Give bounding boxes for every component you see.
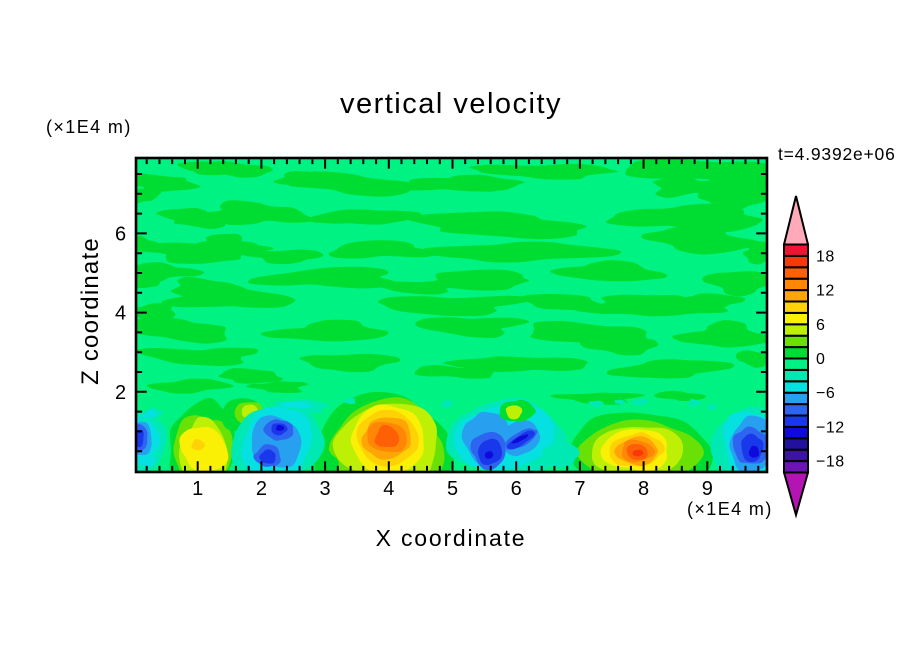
svg-text:9: 9 bbox=[702, 478, 713, 500]
svg-text:(×1E4 m): (×1E4 m) bbox=[46, 117, 132, 137]
svg-text:Z coordinate: Z coordinate bbox=[77, 237, 104, 385]
svg-text:(×1E4 m): (×1E4 m) bbox=[687, 499, 773, 519]
svg-text:X coordinate: X coordinate bbox=[376, 525, 527, 551]
svg-text:18: 18 bbox=[816, 248, 835, 265]
svg-text:6: 6 bbox=[115, 223, 126, 245]
svg-text:0: 0 bbox=[816, 351, 825, 368]
svg-text:−6: −6 bbox=[816, 385, 835, 402]
svg-text:6: 6 bbox=[511, 478, 522, 500]
svg-text:4: 4 bbox=[383, 478, 394, 500]
svg-text:2: 2 bbox=[256, 478, 267, 500]
svg-text:7: 7 bbox=[574, 478, 585, 500]
svg-text:3: 3 bbox=[320, 478, 331, 500]
svg-text:−12: −12 bbox=[816, 419, 845, 436]
svg-text:1: 1 bbox=[192, 478, 203, 500]
svg-text:t=4.9392e+06: t=4.9392e+06 bbox=[778, 144, 896, 164]
svg-text:−18: −18 bbox=[816, 454, 845, 471]
svg-text:6: 6 bbox=[816, 317, 825, 334]
svg-text:12: 12 bbox=[816, 283, 835, 300]
svg-text:vertical velocity: vertical velocity bbox=[340, 88, 562, 120]
svg-text:5: 5 bbox=[447, 478, 458, 500]
svg-text:8: 8 bbox=[638, 478, 649, 500]
svg-text:2: 2 bbox=[115, 382, 126, 404]
svg-text:4: 4 bbox=[115, 303, 126, 325]
